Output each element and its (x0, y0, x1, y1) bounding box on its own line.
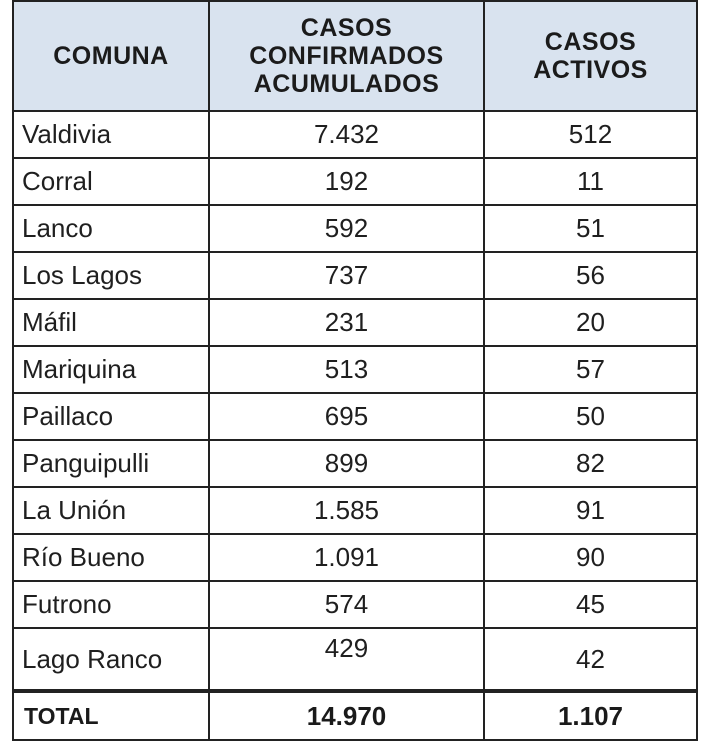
cell-activos: 512 (483, 110, 698, 159)
cell-comuna: Río Bueno (12, 533, 210, 582)
cell-activos: 91 (483, 486, 698, 535)
table-row: Río Bueno 1.091 90 (12, 533, 698, 582)
cell-comuna: Paillaco (12, 392, 210, 441)
total-row: TOTAL 14.970 1.107 (12, 689, 698, 741)
total-activos: 1.107 (483, 689, 698, 741)
cell-activos: 56 (483, 251, 698, 300)
cell-confirmados: 192 (208, 157, 485, 206)
header-activos: CASOS ACTIVOS (483, 0, 698, 112)
cell-confirmados: 737 (208, 251, 485, 300)
header-confirmados-label: CASOS CONFIRMADOS ACUMULADOS (249, 14, 444, 98)
cell-activos: 90 (483, 533, 698, 582)
cell-activos: 51 (483, 204, 698, 253)
cell-comuna: Panguipulli (12, 439, 210, 488)
header-row: COMUNA CASOS CONFIRMADOS ACUMULADOS CASO… (12, 0, 698, 112)
cell-comuna: La Unión (12, 486, 210, 535)
cell-comuna: Valdivia (12, 110, 210, 159)
cell-confirmados: 1.585 (208, 486, 485, 535)
cell-activos: 45 (483, 580, 698, 629)
total-label: TOTAL (12, 689, 210, 741)
cell-comuna: Los Lagos (12, 251, 210, 300)
cell-activos: 42 (483, 627, 698, 692)
table-row: Los Lagos 737 56 (12, 251, 698, 300)
table-row: Mariquina 513 57 (12, 345, 698, 394)
table-row: Lago Ranco 429 42 (12, 627, 698, 692)
header-comuna: COMUNA (12, 0, 210, 112)
cell-activos: 82 (483, 439, 698, 488)
cell-confirmados: 592 (208, 204, 485, 253)
table-row: Corral 192 11 (12, 157, 698, 206)
header-comuna-label: COMUNA (53, 42, 169, 70)
header-confirmados: CASOS CONFIRMADOS ACUMULADOS (208, 0, 485, 112)
cell-confirmados: 574 (208, 580, 485, 629)
cell-activos: 50 (483, 392, 698, 441)
cell-comuna: Futrono (12, 580, 210, 629)
table-row: Valdivia 7.432 512 (12, 110, 698, 159)
cell-comuna: Lago Ranco (12, 627, 210, 692)
table-row: Futrono 574 45 (12, 580, 698, 629)
table-row: Lanco 592 51 (12, 204, 698, 253)
cell-comuna: Corral (12, 157, 210, 206)
cell-confirmados: 513 (208, 345, 485, 394)
total-confirmados: 14.970 (208, 689, 485, 741)
cell-activos: 20 (483, 298, 698, 347)
table-footer: TOTAL 14.970 1.107 (12, 689, 698, 741)
cell-comuna: Lanco (12, 204, 210, 253)
table-row: La Unión 1.585 91 (12, 486, 698, 535)
table-row: Paillaco 695 50 (12, 392, 698, 441)
cell-confirmados: 7.432 (208, 110, 485, 159)
cell-confirmados: 429 (208, 627, 485, 692)
cell-activos: 11 (483, 157, 698, 206)
table-header: COMUNA CASOS CONFIRMADOS ACUMULADOS CASO… (12, 0, 698, 112)
table-row: Panguipulli 899 82 (12, 439, 698, 488)
cell-confirmados: 695 (208, 392, 485, 441)
cell-confirmados: 1.091 (208, 533, 485, 582)
cell-confirmados: 899 (208, 439, 485, 488)
cell-comuna: Mariquina (12, 345, 210, 394)
cell-comuna: Máfil (12, 298, 210, 347)
cases-table-container: COMUNA CASOS CONFIRMADOS ACUMULADOS CASO… (12, 0, 698, 741)
table-row: Máfil 231 20 (12, 298, 698, 347)
table-body: Valdivia 7.432 512 Corral 192 11 Lanco 5… (12, 110, 698, 692)
header-activos-label: CASOS ACTIVOS (533, 28, 648, 84)
cell-activos: 57 (483, 345, 698, 394)
cell-confirmados: 231 (208, 298, 485, 347)
cases-by-comuna-table: COMUNA CASOS CONFIRMADOS ACUMULADOS CASO… (12, 0, 698, 741)
